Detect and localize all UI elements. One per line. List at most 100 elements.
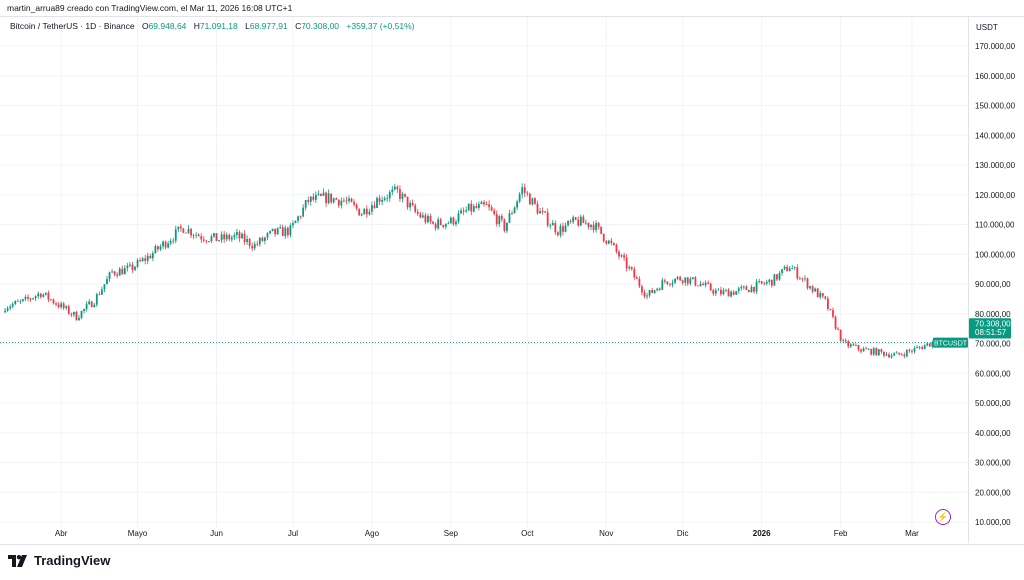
candle	[419, 211, 422, 219]
candle-body	[618, 251, 620, 257]
candle	[890, 353, 893, 359]
currency-label[interactable]: USDT	[976, 23, 998, 32]
candle-body	[378, 198, 381, 202]
candle	[536, 200, 539, 215]
candle-body	[236, 232, 238, 236]
current-price-label: 70.308,00	[975, 319, 1011, 328]
candle	[302, 204, 305, 218]
candle-body	[562, 226, 564, 232]
candle-body	[534, 198, 536, 204]
candle-body	[207, 241, 210, 243]
candle-body	[332, 198, 335, 203]
candle	[684, 277, 687, 286]
candle	[931, 340, 934, 349]
price-tick-label: 50.000,00	[975, 399, 1011, 408]
candle	[559, 223, 562, 238]
candle-body	[276, 228, 279, 235]
candle	[806, 277, 809, 290]
candle-body	[281, 227, 284, 237]
candle-body	[839, 329, 842, 341]
candle	[786, 264, 789, 272]
candle-body	[371, 205, 373, 212]
candle	[190, 228, 192, 238]
candle-body	[179, 226, 182, 229]
candle	[37, 291, 40, 299]
candle-body	[157, 246, 159, 250]
candle-body	[70, 313, 73, 315]
candle	[452, 216, 455, 226]
candle	[689, 276, 692, 286]
candle	[100, 286, 103, 296]
candle	[70, 312, 73, 317]
candle	[819, 290, 822, 300]
candle-body	[852, 344, 855, 346]
candle	[411, 199, 414, 207]
candle-body	[837, 328, 839, 330]
symbol-name[interactable]: Bitcoin / TetherUS · 1D · Binance	[10, 21, 135, 31]
candle-body	[551, 222, 554, 226]
candle-body	[786, 266, 789, 272]
candle	[641, 284, 643, 296]
candle	[233, 232, 236, 241]
candle	[860, 348, 862, 354]
candle-body	[681, 280, 684, 283]
candle-body	[727, 289, 730, 297]
candle-body	[717, 289, 720, 291]
candle-body	[722, 290, 725, 295]
candle-body	[190, 228, 192, 236]
candle-body	[149, 255, 152, 259]
price-tick-label: 60.000,00	[975, 369, 1011, 378]
candle	[376, 196, 378, 209]
lightning-icon[interactable]: ⚡	[935, 509, 951, 525]
candle-body	[704, 282, 707, 286]
candle-body	[98, 294, 101, 295]
candle	[480, 200, 483, 205]
time-tick-label: Mar	[905, 529, 919, 538]
candle	[449, 216, 452, 225]
candle	[804, 275, 806, 282]
candle	[179, 223, 182, 232]
candle-body	[865, 348, 868, 350]
candle-body	[770, 279, 773, 286]
candle	[88, 299, 91, 305]
high-label: H	[193, 21, 200, 31]
candle	[742, 285, 745, 290]
candle-body	[921, 347, 924, 349]
candle	[113, 270, 116, 277]
candle	[151, 251, 154, 261]
candle	[796, 264, 799, 281]
candle-body	[750, 286, 753, 293]
candle-body	[457, 213, 460, 222]
candle-body	[314, 194, 317, 200]
candle-body	[615, 244, 618, 252]
candle	[421, 212, 424, 219]
candle	[299, 215, 302, 219]
candle	[600, 226, 603, 235]
candle	[271, 228, 274, 232]
candle-body	[684, 277, 687, 283]
candle-body	[427, 216, 429, 223]
candle-body	[913, 347, 916, 352]
candle-body	[442, 224, 445, 227]
candle-body	[200, 236, 203, 240]
candle	[439, 217, 442, 226]
candle	[888, 352, 890, 359]
candle-body	[251, 245, 254, 249]
candle	[574, 216, 577, 221]
candle-body	[429, 216, 432, 222]
candle	[57, 301, 60, 309]
candle-body	[386, 198, 389, 200]
candle-body	[393, 186, 396, 190]
candle	[309, 196, 312, 206]
candle	[595, 220, 597, 233]
candle-body	[215, 233, 218, 241]
candle	[266, 231, 269, 241]
candle-body	[197, 234, 200, 237]
candle	[93, 302, 96, 308]
candle-body	[103, 284, 106, 290]
candle	[246, 235, 248, 245]
candle	[788, 265, 791, 272]
candle	[157, 245, 159, 252]
candle-body	[159, 246, 162, 250]
